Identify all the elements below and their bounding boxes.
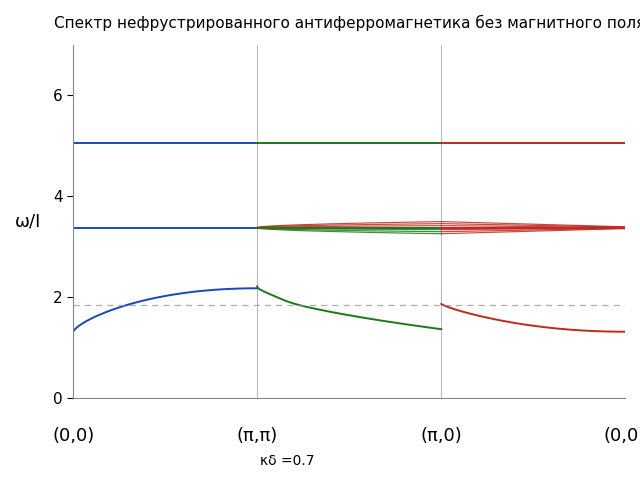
Text: (0,0): (0,0) <box>604 427 640 445</box>
Text: κδ =0.7: κδ =0.7 <box>260 454 315 468</box>
Text: (π,0): (π,0) <box>420 427 462 445</box>
Title: Спектр нефрустрированного антиферромагнетика без магнитного поля: Спектр нефрустрированного антиферромагне… <box>54 15 640 31</box>
Y-axis label: ω/I: ω/I <box>15 213 42 230</box>
Text: (π,π): (π,π) <box>236 427 278 445</box>
Text: (0,0): (0,0) <box>52 427 95 445</box>
